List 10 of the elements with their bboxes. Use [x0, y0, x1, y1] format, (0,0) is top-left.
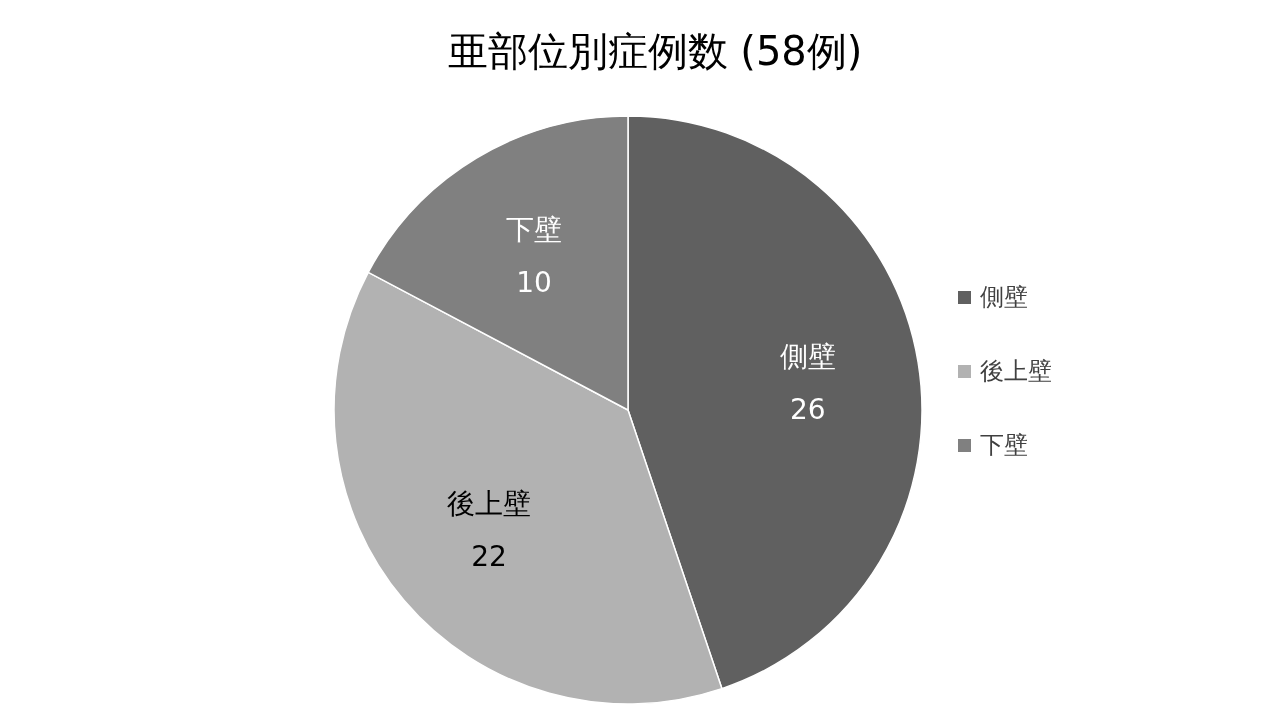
- slice-label: 後上壁: [447, 487, 532, 521]
- chart-title: 亜部位別症例数 (58例): [447, 28, 863, 74]
- legend-label: 下壁: [980, 431, 1028, 459]
- slice-label: 下壁: [506, 212, 563, 246]
- data-label: 22: [471, 540, 507, 574]
- data-label: 10: [516, 265, 552, 299]
- legend-label: 側壁: [980, 283, 1028, 311]
- legend-label: 後上壁: [980, 357, 1052, 385]
- slice-label: 側壁: [779, 339, 836, 373]
- data-label: 26: [790, 392, 826, 426]
